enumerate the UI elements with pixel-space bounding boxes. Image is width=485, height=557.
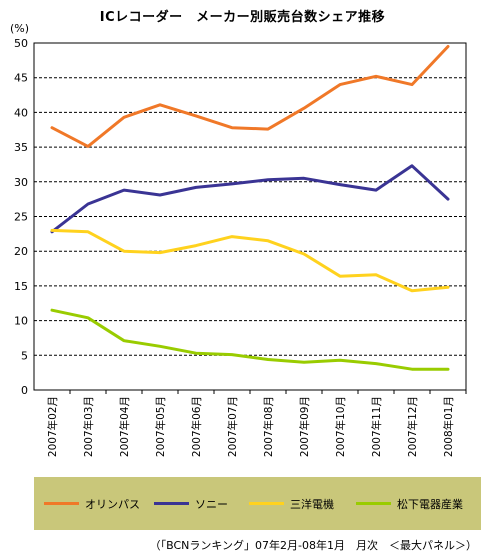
y-tick-label: 40 — [14, 106, 28, 119]
legend-swatch — [356, 502, 391, 505]
y-axis-unit: (%) — [10, 22, 30, 35]
x-tick-label: 2007年11月 — [370, 396, 383, 457]
source-note: （「BCNランキング」07年2月-08年1月 月次 ＜最大パネル＞） — [149, 539, 477, 552]
legend-swatch — [44, 502, 79, 505]
legend-label: ソニー — [195, 497, 228, 511]
y-tick-label: 25 — [14, 211, 28, 224]
x-tick-label: 2007年12月 — [406, 396, 419, 457]
x-tick-label: 2007年02月 — [46, 396, 59, 457]
legend-item-sanyo: 三洋電機 — [249, 477, 334, 530]
x-tick-label: 2007年03月 — [82, 396, 95, 457]
legend-swatch — [249, 502, 284, 505]
legend-swatch — [154, 502, 189, 505]
legend-label: オリンパス — [85, 497, 140, 511]
x-tick-label: 2008年01月 — [442, 396, 455, 457]
series-line — [50, 228, 450, 293]
y-tick-label: 5 — [21, 349, 28, 362]
x-tick-label: 2007年04月 — [118, 396, 131, 457]
x-tick-label: 2007年05月 — [154, 396, 167, 457]
legend-item-sony: ソニー — [154, 477, 228, 530]
y-tick-label: 45 — [14, 72, 28, 85]
series-line — [50, 164, 450, 234]
y-tick-label: 15 — [14, 280, 28, 293]
y-tick-label: 10 — [14, 315, 28, 328]
y-tick-label: 20 — [14, 245, 28, 258]
x-tick-label: 2007年06月 — [190, 396, 203, 457]
series-line — [50, 45, 450, 148]
y-tick-label: 0 — [21, 384, 28, 397]
legend: オリンパス ソニー 三洋電機 松下電器産業 — [34, 477, 481, 530]
legend-label: 松下電器産業 — [397, 497, 463, 511]
legend-item-olympus: オリンパス — [44, 477, 140, 530]
y-tick-label: 50 — [14, 37, 28, 50]
x-tick-label: 2007年08月 — [262, 396, 275, 457]
x-tick-label: 2007年09月 — [298, 396, 311, 457]
series-line — [50, 308, 450, 371]
legend-label: 三洋電機 — [290, 497, 334, 511]
chart-title: ICレコーダー メーカー別販売台数シェア推移 — [99, 10, 386, 25]
y-tick-label: 30 — [14, 176, 28, 189]
x-tick-label: 2007年07月 — [226, 396, 239, 457]
y-tick-label: 35 — [14, 141, 28, 154]
legend-item-matsushita: 松下電器産業 — [356, 477, 463, 530]
x-tick-label: 2007年10月 — [334, 396, 347, 457]
